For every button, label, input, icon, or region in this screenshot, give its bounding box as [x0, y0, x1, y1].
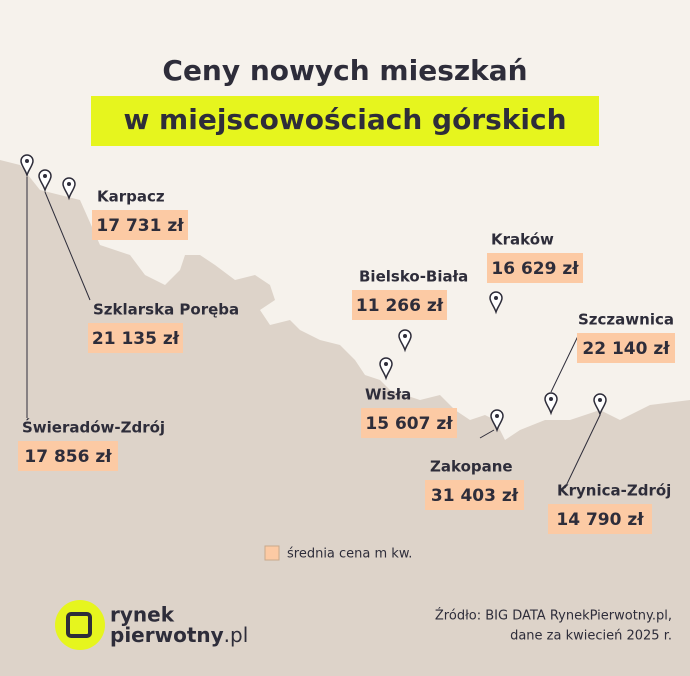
location-name: Krynica-Zdrój	[557, 482, 671, 500]
subtitle: w miejscowościach górskich	[123, 103, 566, 136]
price-label: 31 403 zł	[431, 486, 519, 506]
subtitle-highlight	[91, 96, 599, 146]
pin	[544, 392, 558, 416]
location-name: Świeradów-Zdrój	[22, 418, 165, 437]
pin-dot	[549, 397, 553, 401]
leader-line	[44, 191, 91, 301]
pin	[398, 329, 412, 353]
price-box	[487, 253, 583, 283]
pin	[490, 409, 504, 433]
location-name: Karpacz	[97, 188, 165, 206]
location-name: Szczawnica	[578, 311, 674, 329]
map-layer: Karpacz 17 731 zł Szklarska Poręba 21 135 z…	[18, 154, 675, 534]
price-box	[92, 210, 188, 240]
pin	[62, 177, 76, 201]
price-label: 11 266 zł	[356, 296, 444, 316]
price-box	[361, 408, 457, 438]
legend-label: średnia cena m kw.	[287, 547, 412, 562]
price-box	[577, 333, 675, 363]
pin-dot	[598, 398, 602, 402]
title: Ceny nowych mieszkań	[162, 54, 527, 87]
location-name: Zakopane	[430, 458, 513, 476]
location-name: Szklarska Poręba	[93, 301, 239, 319]
logo-mark	[55, 600, 105, 650]
pin-dot	[43, 174, 47, 178]
pin	[489, 291, 503, 315]
logo-line1: rynek	[110, 603, 175, 627]
price-label: 21 135 zł	[92, 329, 180, 349]
pin-dot	[25, 159, 29, 163]
pin-dot	[495, 414, 499, 418]
price-box	[18, 441, 118, 471]
source-line: dane za kwiecień 2025 r.	[510, 629, 672, 644]
leader-line	[564, 414, 601, 489]
price-label: 22 140 zł	[582, 339, 670, 359]
pin	[38, 169, 52, 193]
price-label: 17 856 zł	[24, 447, 112, 467]
price-box	[548, 504, 652, 534]
location-name: Bielsko-Biała	[359, 268, 468, 286]
pin-dot	[67, 182, 71, 186]
pin	[379, 357, 393, 381]
logo-line2: pierwotny.pl	[110, 623, 248, 647]
mountain-region	[0, 160, 690, 676]
source-line: Źródło: BIG DATA RynekPierwotny.pl,	[435, 608, 672, 624]
price-label: 16 629 zł	[491, 259, 579, 279]
logo-suffix: .pl	[224, 623, 249, 647]
pin-dot	[494, 296, 498, 300]
price-label: 14 790 zł	[556, 510, 644, 530]
price-box	[352, 290, 447, 320]
pin	[593, 393, 607, 417]
price-label: 17 731 zł	[96, 216, 184, 236]
pin-dot	[403, 334, 407, 338]
location-name: Kraków	[491, 231, 554, 249]
location-name: Wisła	[365, 386, 411, 404]
legend-swatch	[264, 545, 280, 561]
price-label: 15 607 zł	[365, 414, 453, 434]
price-box	[88, 323, 183, 353]
logo-word: pierwotny	[110, 623, 224, 647]
leader-line	[479, 429, 495, 439]
pin-dot	[384, 362, 388, 366]
pin	[20, 154, 34, 178]
leader-line	[550, 335, 579, 393]
price-box	[425, 480, 524, 510]
logo-icon	[66, 612, 92, 638]
